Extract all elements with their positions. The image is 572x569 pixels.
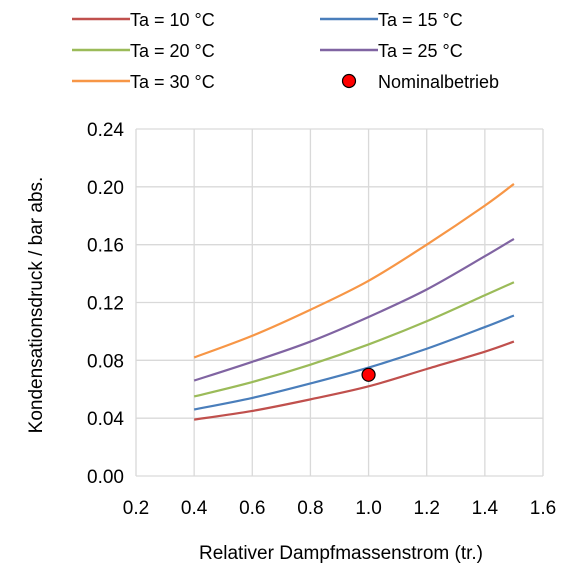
x-tick-label: 0.6 xyxy=(239,498,265,519)
tick-labels: 0.2 0.4 0.6 0.8 1.0 1.2 1.4 1.6 0.00 0.04 0.08 0.12… xyxy=(87,120,556,519)
series-layer xyxy=(193,183,515,421)
x-tick-label: 0.4 xyxy=(181,498,208,519)
series-line xyxy=(193,281,515,398)
y-tick-label: 0.20 xyxy=(87,178,124,199)
legend-label: Ta = 20 °C xyxy=(130,41,215,61)
y-axis-label: Kondensationsdruck / bar abs. xyxy=(26,177,47,434)
x-tick-label: 1.4 xyxy=(472,498,499,519)
legend-label: Ta = 10 °C xyxy=(130,10,215,30)
legend-label: Nominalbetrieb xyxy=(378,72,499,92)
legend-label: Ta = 15 °C xyxy=(378,10,463,30)
series-line xyxy=(193,340,515,421)
y-tick-label: 0.04 xyxy=(87,409,124,430)
x-tick-label: 1.2 xyxy=(414,498,440,519)
x-tick-label: 1.0 xyxy=(355,498,381,519)
x-tick-label: 0.8 xyxy=(297,498,323,519)
legend: Ta = 10 °C Ta = 15 °C Ta = 20 °C Ta = 25 °C… xyxy=(72,10,499,92)
data-point xyxy=(361,367,376,382)
y-tick-label: 0.12 xyxy=(87,294,124,315)
y-tick-label: 0.00 xyxy=(87,467,124,488)
y-tick-label: 0.08 xyxy=(87,351,124,372)
legend-label: Ta = 30 °C xyxy=(130,72,215,92)
legend-swatch-marker xyxy=(341,73,357,89)
x-axis-label: Relativer Dampfmassenstrom (tr.) xyxy=(199,543,483,564)
legend-label: Ta = 25 °C xyxy=(378,41,463,61)
series-line xyxy=(193,314,515,411)
y-tick-label: 0.16 xyxy=(87,236,124,257)
series-line xyxy=(193,237,515,382)
x-tick-label: 0.2 xyxy=(123,498,149,519)
grid xyxy=(135,128,544,477)
y-tick-label: 0.24 xyxy=(87,120,124,141)
series-line xyxy=(193,183,515,359)
x-tick-label: 1.6 xyxy=(530,498,556,519)
